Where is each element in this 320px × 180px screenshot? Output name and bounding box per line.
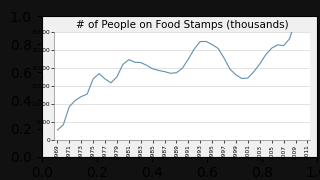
Title: # of People on Food Stamps (thousands): # of People on Food Stamps (thousands) [76, 20, 289, 30]
